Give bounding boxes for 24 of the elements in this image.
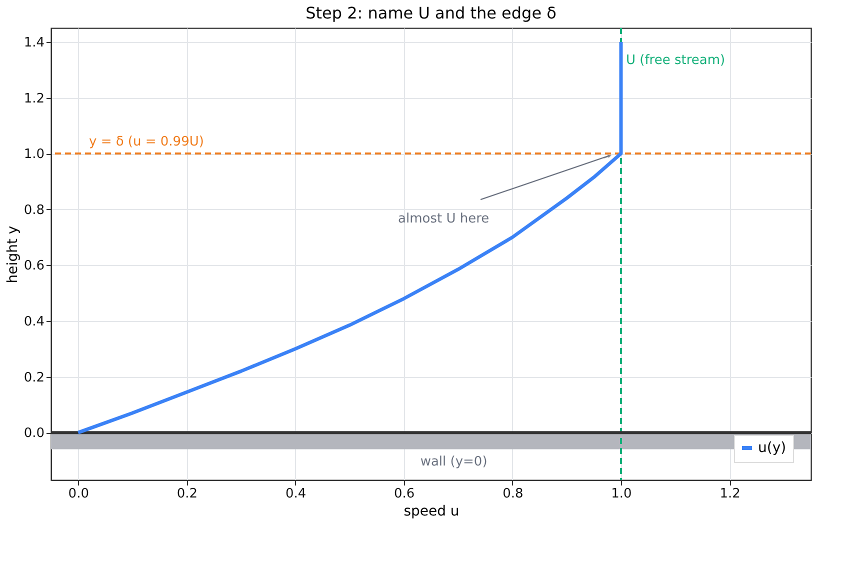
x-tick-label: 0.8 (502, 486, 524, 502)
y-tick-label: 0.0 (24, 426, 44, 442)
line-series (76, 40, 623, 434)
y-tick-label: 0.8 (24, 202, 44, 218)
x-tick-label: 1.0 (611, 486, 632, 502)
x-tick-label: 0.6 (394, 486, 415, 502)
x-tick-label: 0.0 (68, 486, 89, 502)
y-tick-label: 1.2 (24, 91, 44, 106)
chart-title: Step 2: name U and the edge δ (306, 3, 556, 22)
legend-label: u(y) (758, 440, 786, 456)
y-tick-label: 0.4 (24, 314, 44, 330)
x-tick-label: 0.4 (285, 486, 306, 502)
x-tick-label: 0.2 (176, 486, 198, 502)
x-tick-label: 1.2 (720, 486, 740, 502)
ref-line-label: U (free stream) (626, 53, 726, 68)
x-axis-title: speed u (404, 504, 460, 520)
band-label: wall (y=0) (420, 454, 488, 470)
annotation: almost U here (398, 212, 490, 227)
y-axis-title: height y (4, 226, 21, 284)
annotation: y = δ (u = 0.99U) (89, 134, 204, 150)
y-tick-label: 1.0 (24, 147, 44, 162)
y-tick-label: 1.4 (24, 35, 44, 50)
y-tick-label: 0.6 (24, 258, 44, 274)
y-tick-label: 0.2 (24, 370, 44, 386)
